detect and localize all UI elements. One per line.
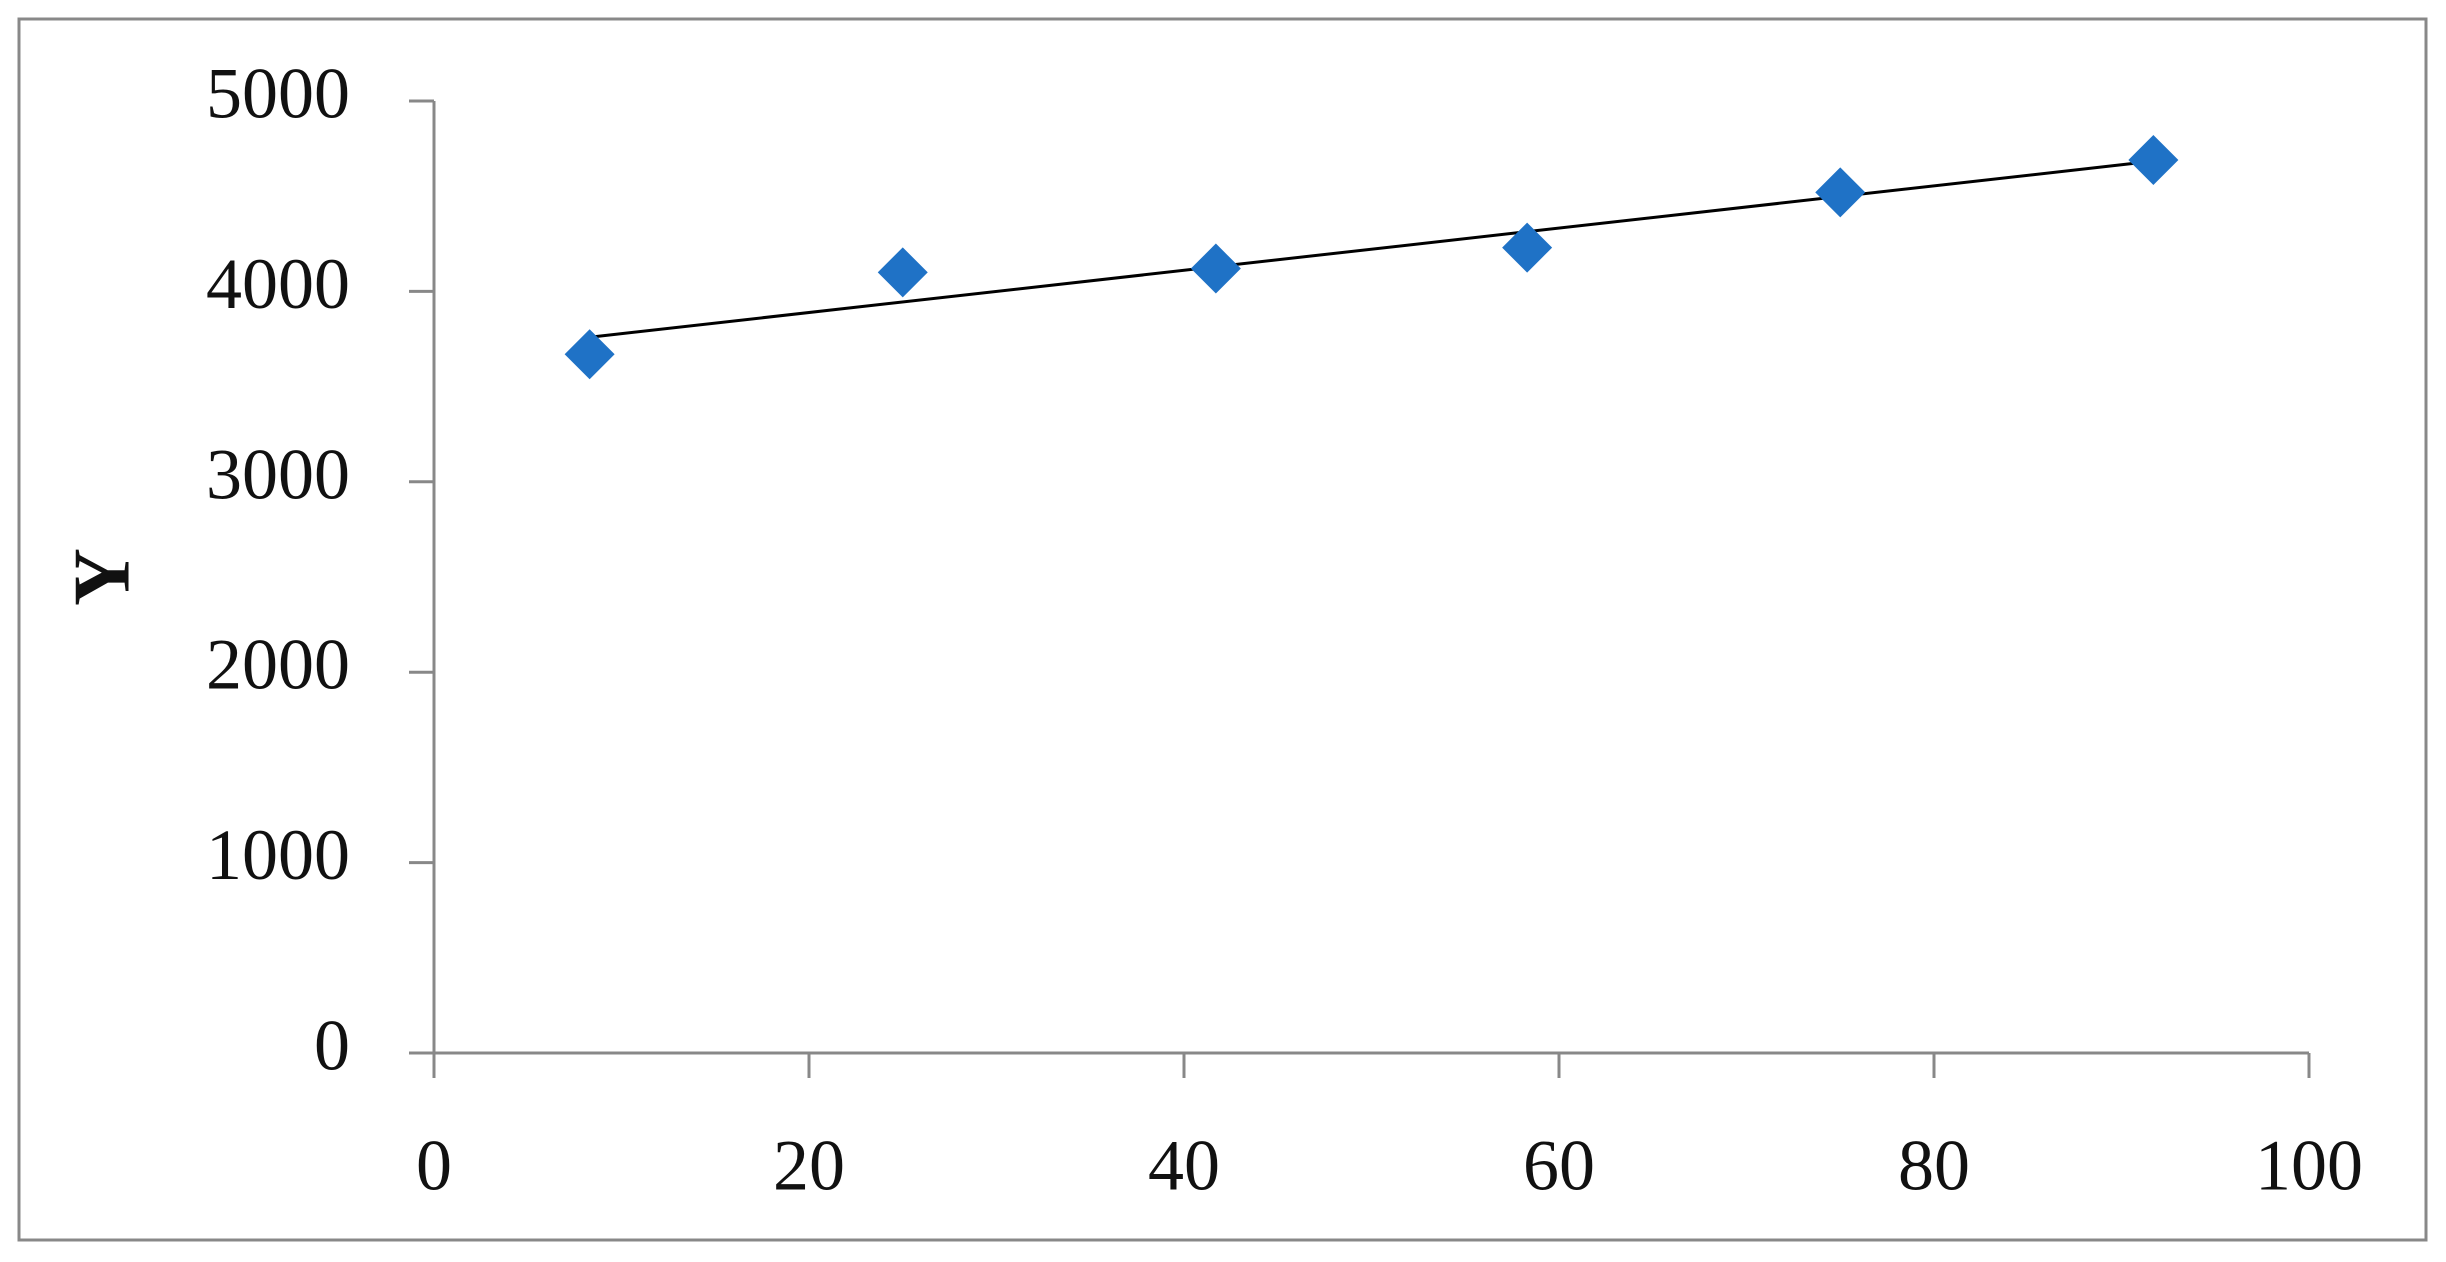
point	[1502, 222, 1553, 273]
point	[1815, 167, 1866, 218]
x-tick-label: 20	[773, 1126, 845, 1206]
point	[564, 329, 615, 380]
y-tick-label: 1000	[206, 815, 350, 895]
trendline	[589, 159, 2154, 339]
x-tick-label: 60	[1523, 1126, 1595, 1206]
x-tick-label: 100	[2255, 1126, 2363, 1206]
y-tick-label: 5000	[206, 54, 350, 134]
chart-frame	[17, 17, 2428, 1242]
y-tick-label: 3000	[206, 434, 350, 514]
x-tick-label: 80	[1898, 1126, 1970, 1206]
point	[2128, 135, 2179, 186]
y-tick-label: 2000	[206, 625, 350, 705]
y-tick-label: 4000	[206, 244, 350, 324]
point	[1190, 243, 1241, 294]
point	[877, 247, 928, 298]
y-axis-label: Y	[58, 548, 146, 606]
y-tick-label: 0	[314, 1006, 350, 1086]
x-tick-label: 40	[1148, 1126, 1220, 1206]
x-tick-label: 0	[416, 1126, 452, 1206]
